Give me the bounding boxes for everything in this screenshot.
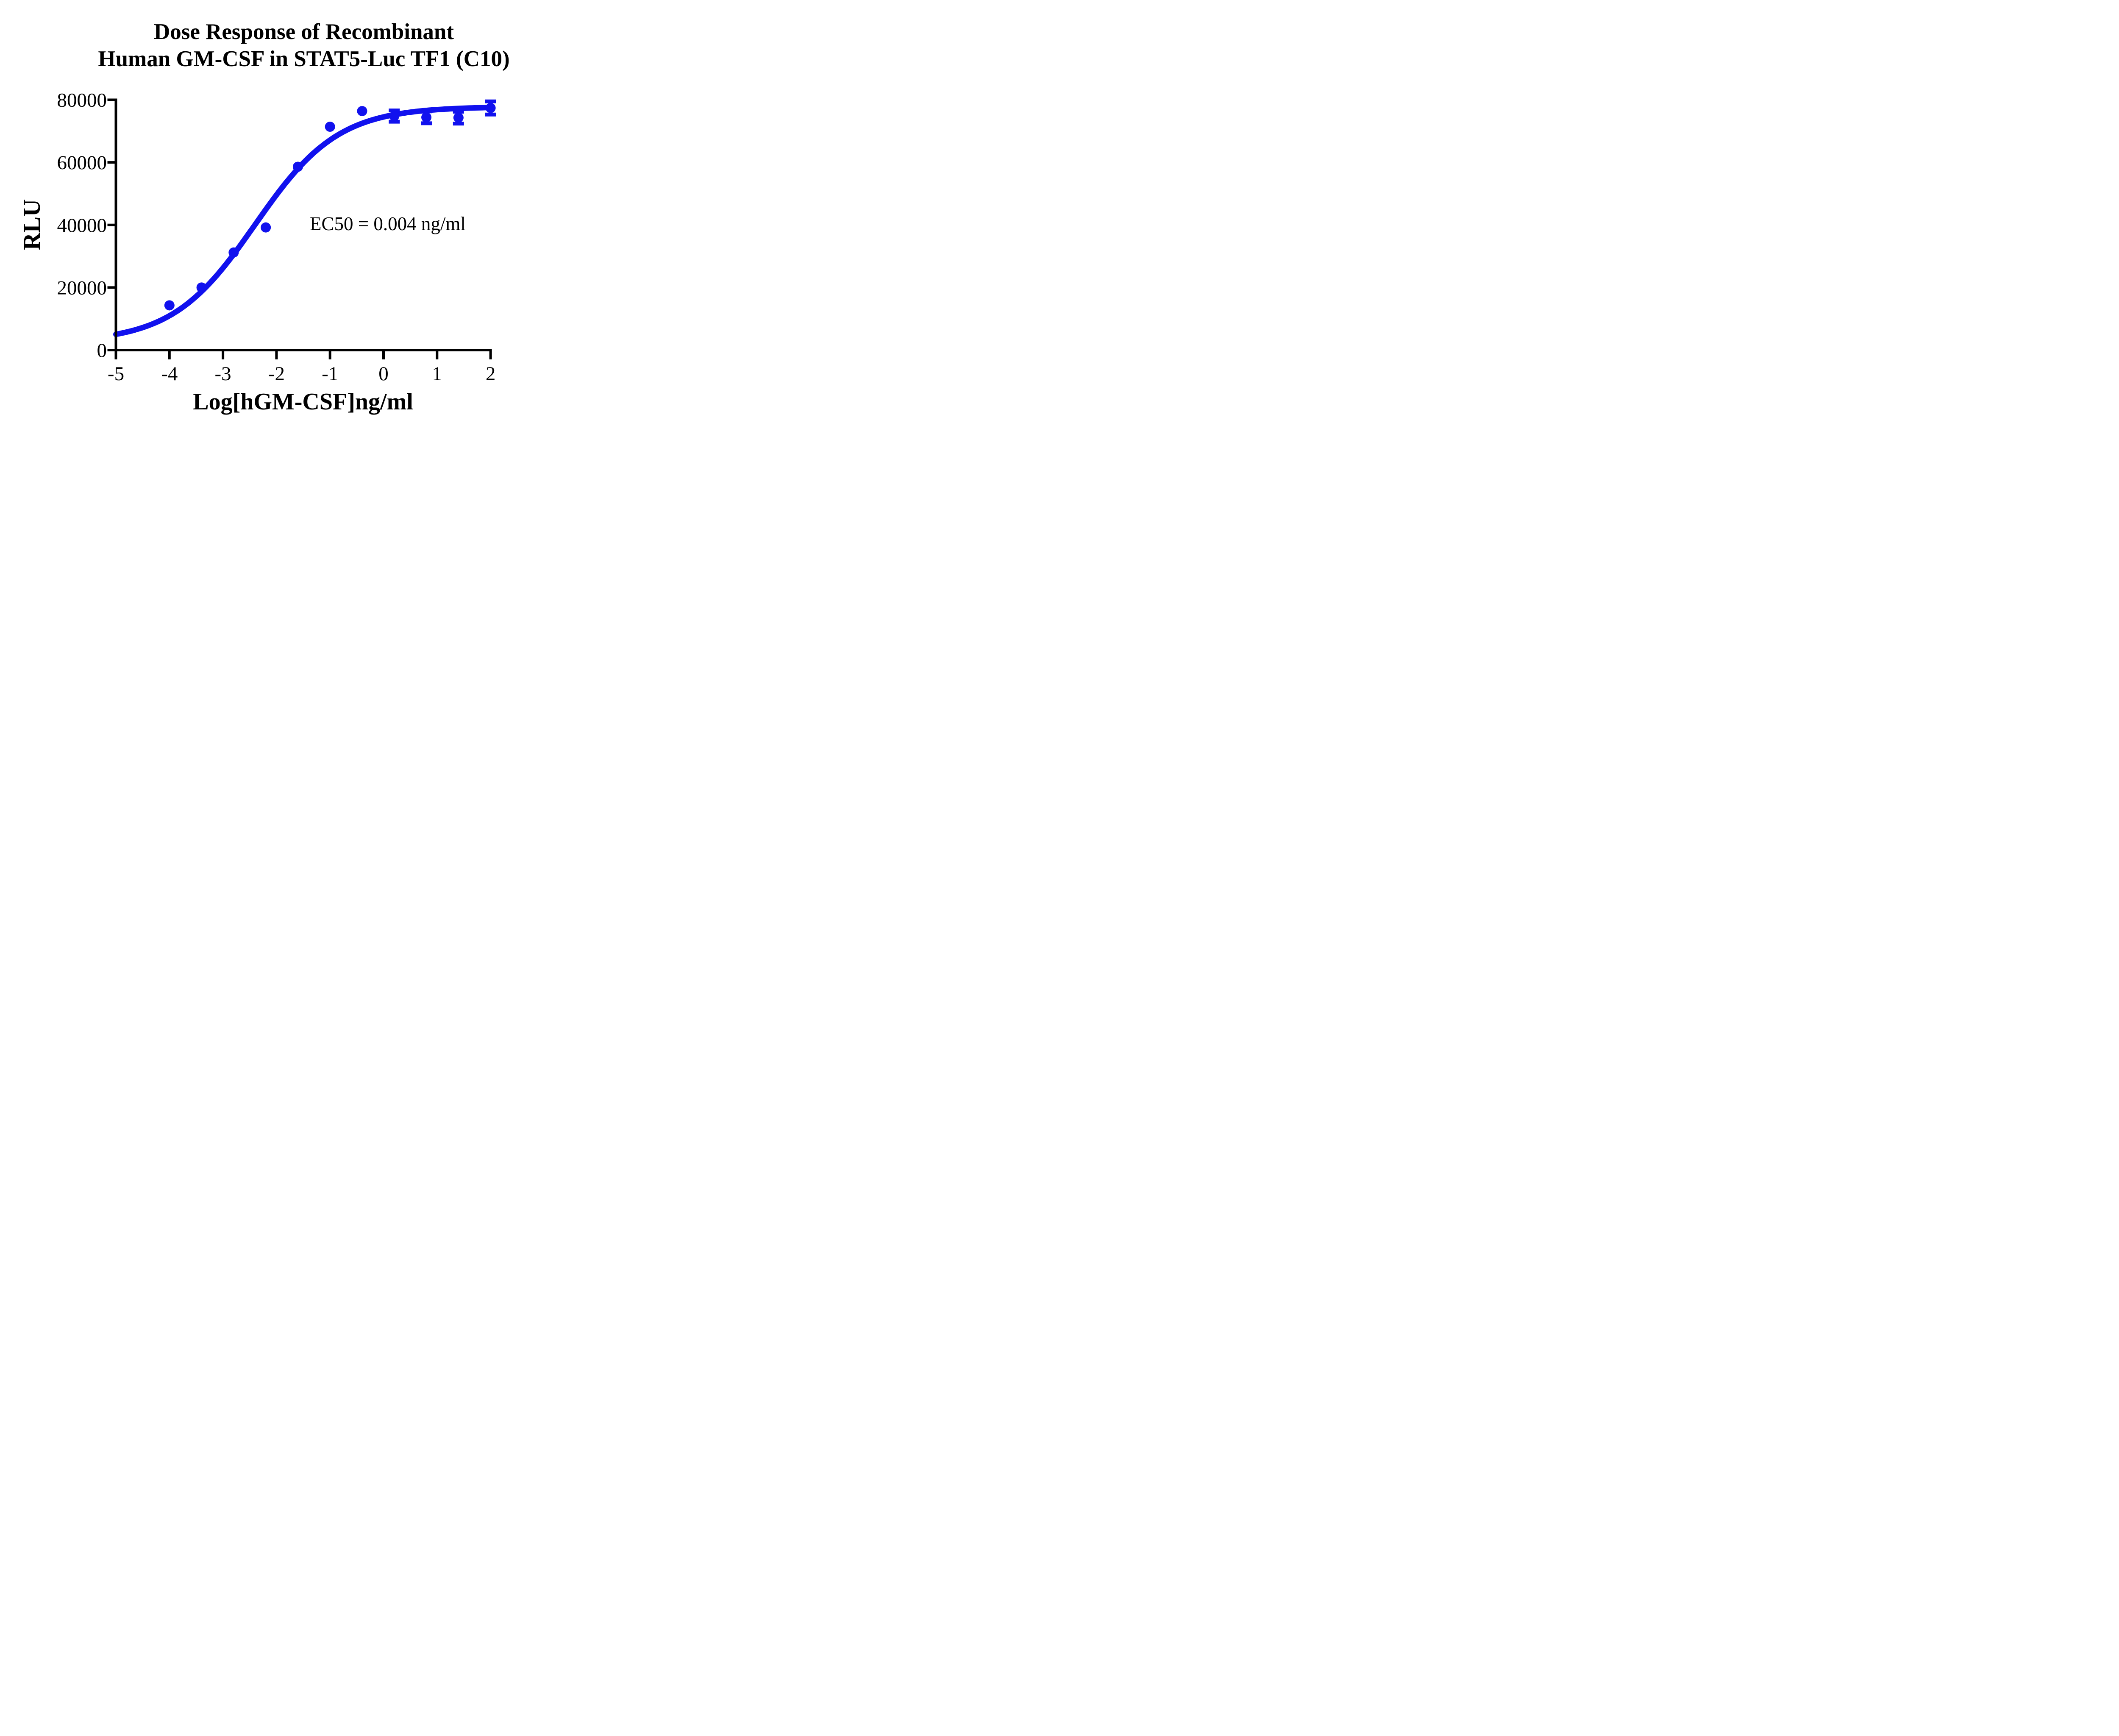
data-point [389,111,400,121]
x-tick-label: -5 [108,363,124,385]
x-tick-label: -2 [268,363,285,385]
data-point [228,247,239,258]
x-tick-label: 0 [378,363,389,385]
y-tick-label: 40000 [57,214,107,236]
data-point [196,282,207,293]
data-point [261,222,271,233]
y-tick-label: 20000 [57,277,107,299]
data-point [325,121,335,132]
chart-title-line1: Dose Response of Recombinant [153,19,454,44]
x-tick-label: -1 [322,363,338,385]
x-tick-label: 1 [432,363,442,385]
ec50-annotation: EC50 = 0.004 ng/ml [310,213,466,234]
data-point [485,103,496,113]
x-axis-title: Log[hGM-CSF]ng/ml [193,389,413,415]
y-tick-label: 80000 [57,89,107,111]
y-tick-label: 60000 [57,152,107,174]
data-point [421,112,432,122]
dose-response-figure: Dose Response of Recombinant Human GM-CS… [0,0,552,434]
chart-title-line2: Human GM-CSF in STAT5-Luc TF1 (C10) [98,47,510,71]
data-point [453,112,464,123]
x-tick-label: -3 [215,363,231,385]
data-point [164,300,175,311]
axis-lines [114,98,492,351]
data-point [292,161,303,172]
plot-area: 0 20000 40000 60000 80000 -5 -4 -3 -2 -1 0 1 2 [57,89,496,385]
x-tick-label: -4 [161,363,178,385]
x-tick-label: 2 [486,363,496,385]
data-point [357,106,367,117]
y-tick-label: 0 [97,339,107,362]
y-axis-title: RLU [19,199,45,250]
